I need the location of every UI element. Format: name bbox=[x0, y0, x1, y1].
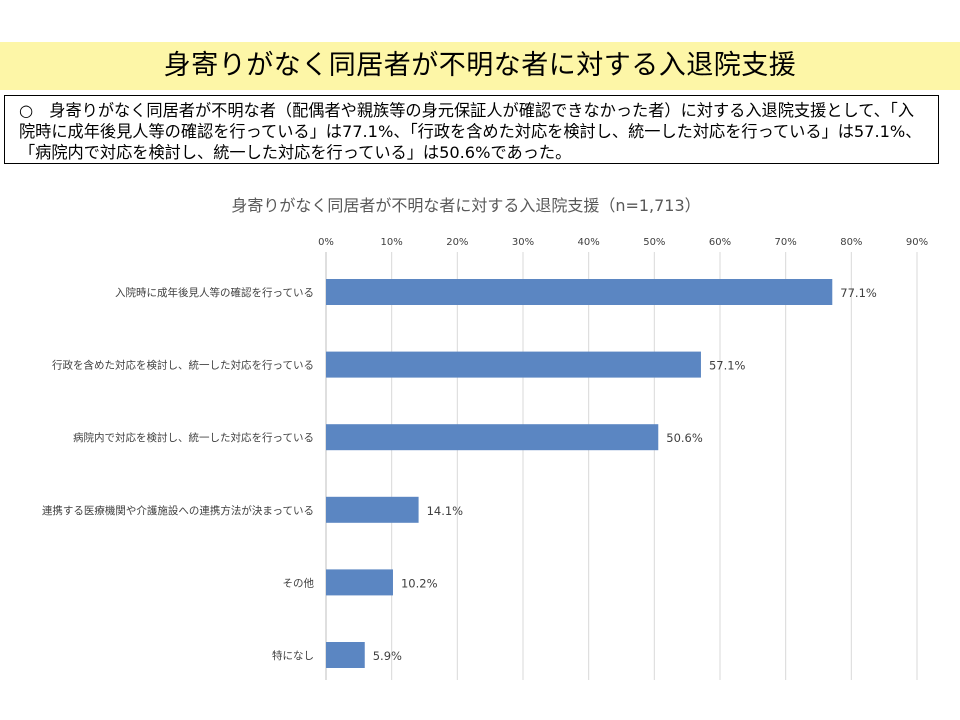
bar bbox=[326, 642, 365, 668]
x-tick-label: 40% bbox=[578, 237, 600, 248]
x-axis-ticks: 0% 10% 20% 30% 40% 50% 60% 70% 80% 90% bbox=[318, 237, 928, 248]
x-tick-label: 80% bbox=[840, 237, 862, 248]
chart-title: 身寄りがなく同居者が不明な者に対する入退院支援（n=1,713） bbox=[231, 196, 700, 215]
bar bbox=[326, 279, 833, 305]
x-tick-label: 70% bbox=[775, 237, 797, 248]
bars bbox=[326, 279, 833, 668]
title-band bbox=[0, 42, 960, 90]
bar bbox=[326, 496, 419, 523]
category-label: その他 bbox=[283, 576, 315, 589]
x-tick-label: 50% bbox=[643, 237, 665, 248]
data-label: 5.9% bbox=[373, 649, 402, 663]
summary-box: ○ 身寄りがなく同居者が不明な者（配偶者や親族等の身元保証人が確認できなかった者… bbox=[4, 95, 939, 164]
x-tick-label: 10% bbox=[381, 237, 403, 248]
category-label: 連携する医療機関や介護施設への連携方法が決まっている bbox=[42, 504, 314, 517]
data-label: 50.6% bbox=[666, 431, 703, 445]
summary-text: ○ 身寄りがなく同居者が不明な者（配偶者や親族等の身元保証人が確認できなかった者… bbox=[19, 101, 922, 162]
bar bbox=[326, 569, 393, 596]
category-label: 入院時に成年後見人等の確認を行っている bbox=[115, 286, 314, 299]
data-label: 77.1% bbox=[840, 286, 877, 300]
x-tick-label: 0% bbox=[318, 237, 334, 248]
x-tick-label: 60% bbox=[709, 237, 731, 248]
x-tick-label: 20% bbox=[446, 237, 468, 248]
category-label: 病院内で対応を検討し、統一した対応を行っている bbox=[73, 431, 314, 444]
category-labels: 入院時に成年後見人等の確認を行っている行政を含めた対応を検討し、統一した対応を行… bbox=[42, 286, 315, 662]
data-labels: 77.1% 57.1% 50.6% 14.1% 10.2% 5.9% bbox=[373, 286, 877, 663]
category-label: 特になし bbox=[272, 650, 314, 662]
slide-title: 身寄りがなく同居者が不明な者に対する入退院支援 bbox=[163, 50, 797, 81]
gridlines bbox=[325, 252, 918, 680]
data-label: 10.2% bbox=[401, 576, 438, 590]
x-tick-label: 90% bbox=[906, 237, 928, 248]
bar bbox=[326, 351, 701, 378]
data-label: 57.1% bbox=[709, 359, 746, 373]
x-tick-label: 30% bbox=[512, 237, 534, 248]
category-label: 行政を含めた対応を検討し、統一した対応を行っている bbox=[52, 359, 314, 372]
data-label: 14.1% bbox=[427, 504, 464, 518]
bar bbox=[326, 424, 659, 451]
